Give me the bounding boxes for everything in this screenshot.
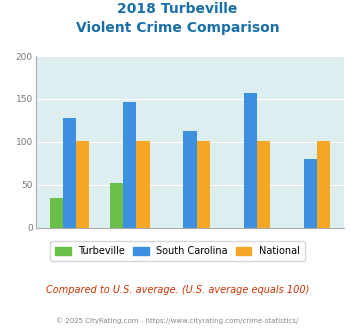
Text: Violent Crime Comparison: Violent Crime Comparison	[76, 21, 279, 35]
Bar	[244, 93, 257, 228]
Bar	[257, 141, 270, 228]
Bar	[123, 102, 136, 228]
Bar	[317, 141, 330, 228]
Text: 2018 Turbeville: 2018 Turbeville	[117, 2, 238, 16]
Bar	[110, 183, 123, 228]
Bar	[63, 118, 76, 228]
Bar	[76, 141, 89, 228]
Bar	[183, 131, 197, 228]
Text: © 2025 CityRating.com - https://www.cityrating.com/crime-statistics/: © 2025 CityRating.com - https://www.city…	[56, 317, 299, 324]
Bar	[50, 198, 63, 228]
Bar	[136, 141, 149, 228]
Text: Compared to U.S. average. (U.S. average equals 100): Compared to U.S. average. (U.S. average …	[46, 285, 309, 295]
Bar	[197, 141, 210, 228]
Legend: Turbeville, South Carolina, National: Turbeville, South Carolina, National	[50, 241, 305, 261]
Bar	[304, 159, 317, 228]
